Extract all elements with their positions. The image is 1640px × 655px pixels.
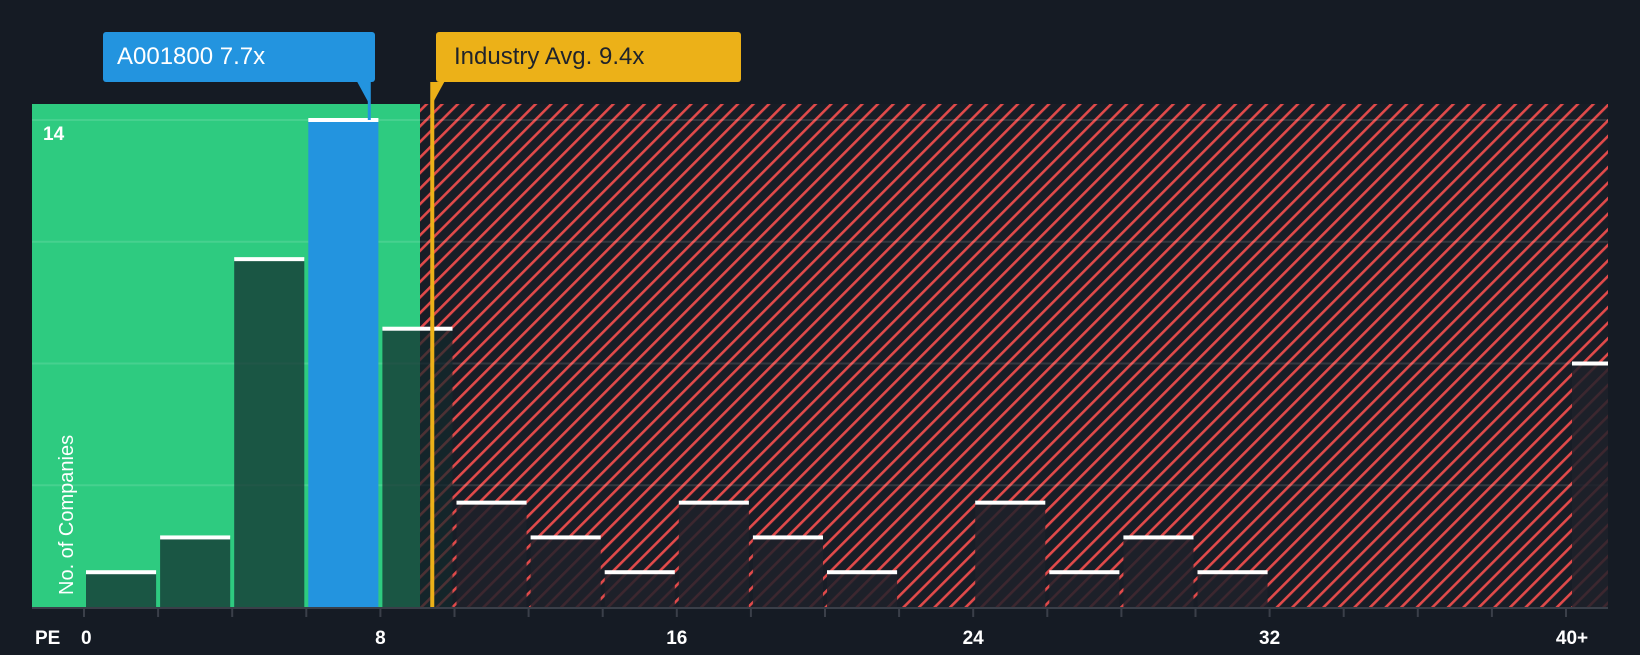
x-tick-label: 32 — [1259, 628, 1281, 649]
bar-top-marker — [530, 535, 601, 540]
histogram-bar — [1572, 363, 1608, 607]
bar-top-marker — [1123, 535, 1194, 540]
histogram-bar — [1197, 572, 1268, 607]
bar-top-marker — [456, 500, 527, 505]
x-tick-label: 40+ — [1555, 628, 1589, 649]
histogram-bar — [827, 572, 898, 607]
histogram-bar — [975, 502, 1046, 607]
bar-top-marker — [827, 570, 898, 575]
histogram-bar — [1049, 572, 1120, 607]
histogram-bar — [752, 537, 823, 607]
histogram-bar — [1123, 537, 1194, 607]
bar-top-marker — [234, 257, 305, 262]
x-tick-label: 24 — [962, 628, 984, 649]
bar-top-marker — [1049, 570, 1120, 575]
histogram-bar — [456, 502, 527, 607]
bar-top-marker — [1197, 570, 1268, 575]
x-tick-label: 0 — [81, 628, 92, 649]
histogram-bar — [382, 328, 453, 607]
x-tick-label: 16 — [666, 628, 688, 649]
bar-top-marker — [752, 535, 823, 540]
company-callout-pointer — [357, 82, 370, 104]
bar-top-marker — [975, 500, 1046, 505]
histogram-bar — [530, 537, 601, 607]
bar-top-marker — [604, 570, 675, 575]
bar-top-marker — [678, 500, 749, 505]
y-axis-max-tick: 14 — [43, 124, 65, 145]
histogram-bar — [604, 572, 675, 607]
bar-top-marker — [308, 118, 379, 122]
industry-avg-callout: Industry Avg. 9.4x — [436, 32, 741, 82]
bar-top-marker — [160, 535, 231, 540]
histogram-bar — [234, 259, 305, 607]
industry-callout-pointer — [432, 82, 445, 104]
x-axis-name: PE — [35, 628, 61, 649]
histogram-bar — [160, 537, 231, 607]
bar-top-marker — [86, 570, 157, 575]
bar-top-marker — [382, 326, 453, 331]
histogram-bar — [86, 572, 157, 607]
company-bar — [308, 120, 379, 607]
x-tick-label: 8 — [375, 628, 386, 649]
bar-top-marker — [1572, 361, 1608, 366]
histogram-bar — [678, 502, 749, 607]
y-axis-label: No. of Companies — [56, 434, 78, 595]
company-pe-callout: A001800 7.7x — [103, 32, 375, 82]
